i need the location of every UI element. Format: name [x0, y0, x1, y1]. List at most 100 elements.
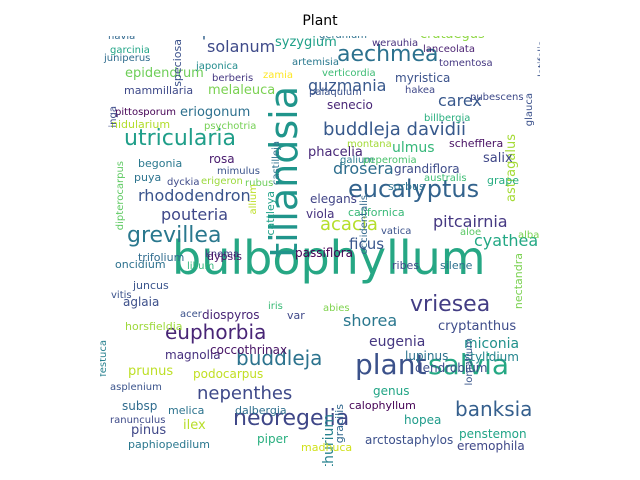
word: ficus	[349, 235, 385, 253]
word: aloe	[460, 227, 482, 238]
word: hopea	[404, 413, 442, 427]
word: eriogonum	[180, 105, 251, 120]
word: lilium	[187, 261, 215, 272]
word: festuca	[100, 340, 109, 377]
word: carex	[438, 91, 482, 110]
word: australis	[424, 173, 467, 184]
word: palaquium	[309, 87, 362, 98]
word: eucalyptus	[348, 175, 480, 203]
word: astragalus	[504, 134, 519, 202]
word: dyckia	[167, 177, 200, 188]
word: passiflora	[295, 246, 353, 260]
word: piper	[257, 432, 288, 446]
word: berberis	[212, 73, 254, 84]
word: rubus	[245, 178, 274, 189]
chart-title: Plant	[302, 13, 338, 29]
word: aechmea	[337, 42, 439, 67]
word: genus	[373, 384, 410, 398]
word: begonia	[138, 157, 183, 170]
word: eugenia	[369, 334, 426, 350]
word: grevillea	[127, 223, 222, 248]
word: pittosporum	[115, 107, 176, 118]
word: trifolium	[138, 251, 185, 264]
word: oncidium	[115, 258, 166, 271]
word: nepenthes	[197, 383, 293, 404]
word: ilex	[183, 418, 206, 433]
word: vriesea	[410, 292, 491, 317]
word: mammillaria	[124, 84, 194, 97]
word: bulbophyllum	[172, 231, 486, 285]
word: calophyllum	[349, 399, 416, 412]
word: elegans	[310, 192, 357, 206]
word: cryptanthus	[438, 319, 517, 334]
word: solanum	[207, 37, 276, 56]
word: madhuca	[301, 441, 353, 454]
word: californica	[348, 206, 405, 219]
word: alba	[518, 230, 540, 241]
word-cloud: bulbophyllum tillandsia plant salvia euc…	[100, 36, 540, 466]
word: arctostaphylos	[365, 433, 454, 447]
word: viola	[306, 207, 335, 221]
word: salix	[483, 151, 513, 166]
word: melaleuca	[208, 83, 276, 98]
word: galium	[340, 155, 375, 166]
word: erigeron	[201, 176, 243, 187]
word: plant	[355, 348, 427, 381]
word: nidularium	[111, 118, 171, 131]
word: prunus	[128, 364, 174, 379]
word: acacia	[320, 214, 378, 235]
word: crataegus	[420, 36, 485, 41]
word: verticordia	[322, 68, 376, 79]
word: nectandra	[512, 253, 525, 310]
word: dalbergia	[235, 404, 287, 417]
word: psychotria	[204, 121, 257, 132]
word: diospyros	[202, 308, 260, 322]
word: stylidium	[464, 350, 519, 364]
word: puya	[134, 171, 162, 184]
word: myristica	[395, 71, 451, 85]
word: sorbus	[388, 180, 425, 193]
word: var	[287, 309, 305, 322]
word: juncus	[133, 279, 169, 292]
word: rhododendron	[138, 186, 251, 205]
word: ulmus	[392, 140, 435, 156]
word: lomatium	[464, 338, 475, 386]
word: aglaia	[123, 295, 160, 309]
word: epidendrum	[125, 66, 204, 81]
word: silene	[440, 259, 473, 272]
word: cattleya	[264, 191, 277, 236]
word: salvia	[428, 348, 510, 381]
word: zamia	[263, 70, 294, 81]
word: paphiopedilum	[128, 438, 210, 451]
word: gracilis	[333, 404, 346, 444]
word: grape	[487, 174, 519, 187]
word: iris	[268, 301, 283, 312]
word: artemisia	[292, 57, 339, 68]
word: banksia	[455, 397, 533, 421]
word: knema	[205, 249, 240, 260]
word: abies	[323, 303, 350, 314]
word: billbergia	[424, 113, 471, 124]
word: dypsis	[207, 250, 242, 263]
word: penstemon	[459, 427, 527, 441]
word: miconia	[464, 336, 520, 352]
word: geranium	[319, 36, 367, 41]
word: dendrobium	[415, 361, 488, 375]
word: juniperus	[104, 53, 151, 64]
word: drosera	[333, 159, 394, 178]
word: shorea	[343, 311, 398, 330]
word: speciosa	[171, 39, 184, 87]
word: tomentosa	[439, 58, 493, 69]
word: coccothrinax	[210, 343, 288, 357]
word: pinus	[131, 423, 167, 438]
word: montana	[347, 139, 392, 150]
word: ranunculus	[110, 415, 166, 426]
word: japonica	[196, 61, 239, 72]
word: cyathea	[474, 231, 539, 250]
word: dipterocarpus	[115, 161, 126, 231]
word: neoregelia	[233, 406, 350, 431]
word: vitis	[111, 290, 132, 301]
word: utricularia	[124, 126, 236, 151]
word: quercus	[196, 36, 260, 39]
